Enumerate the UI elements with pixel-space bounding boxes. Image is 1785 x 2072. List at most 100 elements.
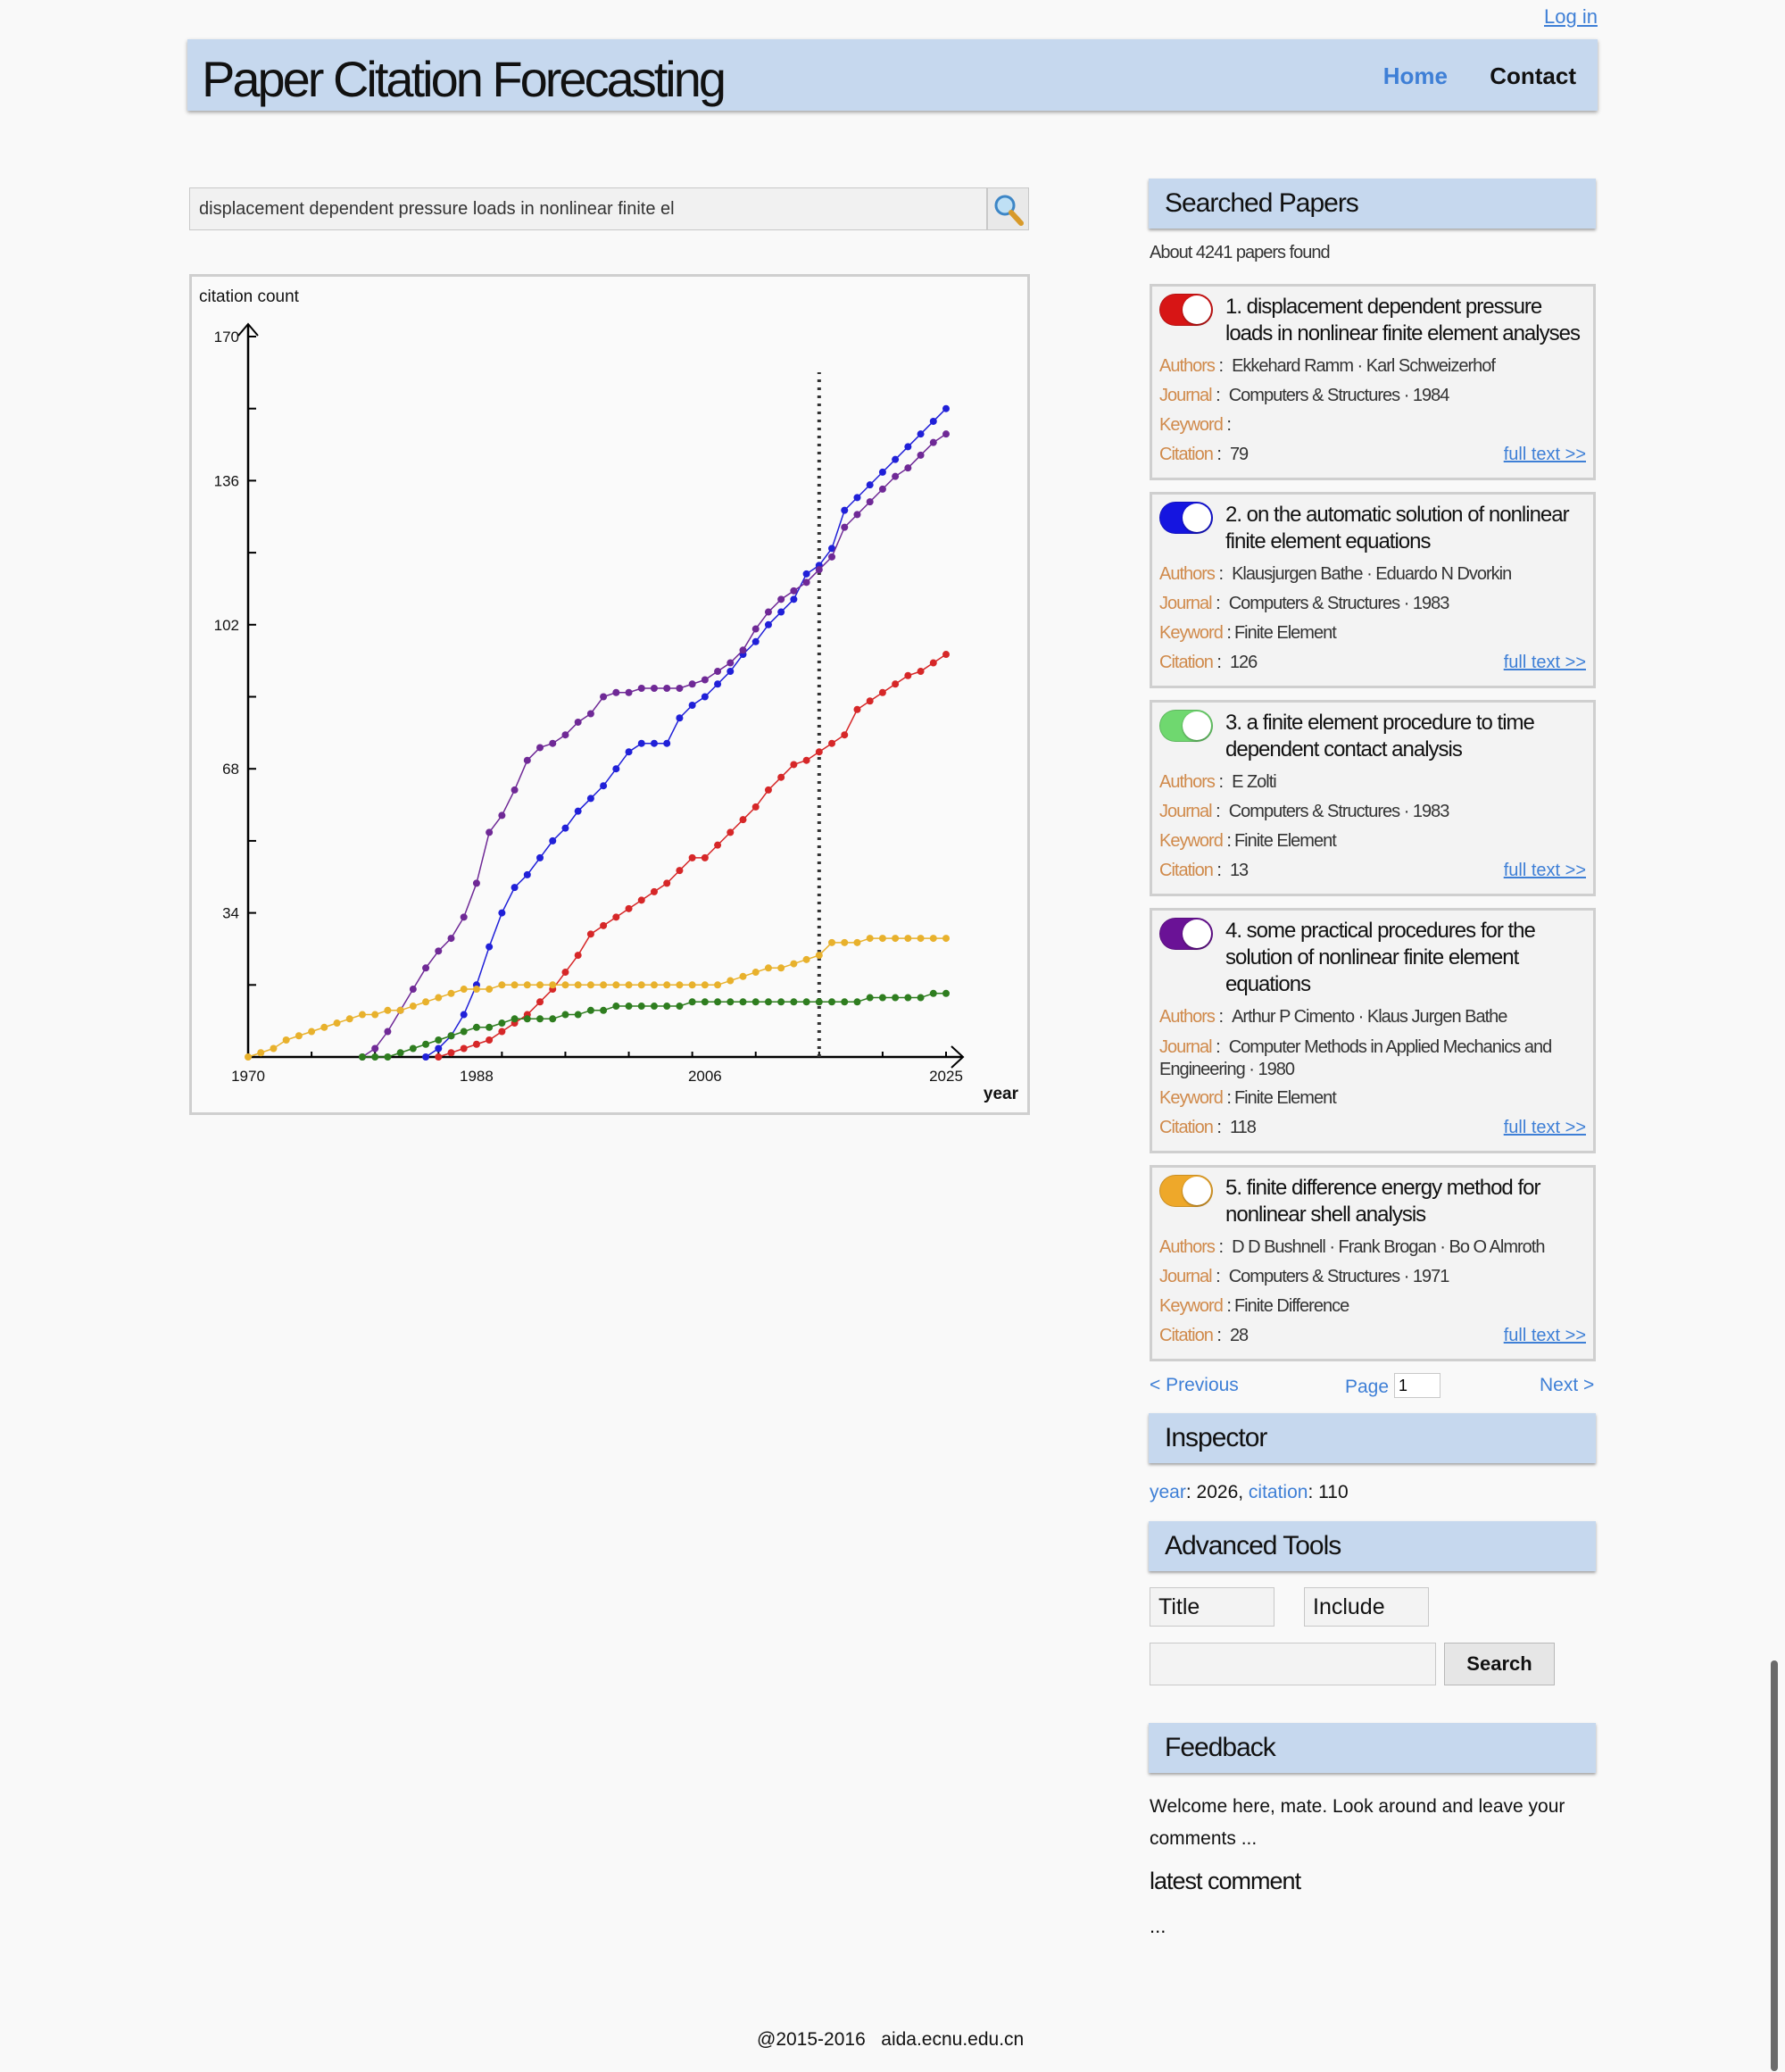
series-point — [586, 930, 594, 938]
copyright: @2015-2016 — [757, 2029, 866, 2050]
series-point — [676, 714, 684, 722]
full-text-link[interactable]: full text >> — [1503, 1118, 1586, 1137]
citation-chart[interactable]: 34 68 102 136 170 1970 1988 2006 2025 citation co… — [189, 274, 1030, 1115]
series-point — [841, 731, 849, 739]
series-point — [676, 1003, 684, 1011]
series-toggle[interactable] — [1159, 918, 1213, 950]
full-text-link[interactable]: full text >> — [1503, 861, 1586, 880]
series-point — [764, 786, 772, 794]
series-point — [561, 981, 569, 989]
next-page-link[interactable]: Next > — [1540, 1375, 1595, 1395]
nav-home[interactable]: Home — [1382, 62, 1448, 89]
series-point — [422, 964, 430, 972]
search-button[interactable] — [987, 187, 1029, 230]
inspector-heading: Inspector — [1149, 1413, 1596, 1463]
series-point — [523, 1015, 531, 1023]
series-point — [828, 545, 836, 553]
searched-papers-heading: Searched Papers — [1149, 179, 1596, 229]
paper-title[interactable]: 2. on the automatic solution of nonlinea… — [1225, 503, 1570, 553]
series-point — [892, 680, 900, 688]
series-point — [663, 685, 671, 693]
series-point — [574, 981, 582, 989]
series-point — [739, 646, 747, 654]
advanced-search-button[interactable]: Search — [1444, 1643, 1555, 1685]
paper-citation: Citation :118 — [1159, 1118, 1257, 1137]
series-point — [929, 935, 937, 943]
series-point — [841, 506, 849, 514]
page-label: Page — [1345, 1377, 1390, 1397]
previous-page-link[interactable]: < Previous — [1150, 1375, 1239, 1395]
x-tick-label: 1970 — [231, 1068, 265, 1085]
y-tick-label: 68 — [222, 761, 239, 778]
series-point — [676, 981, 684, 989]
series-point — [892, 472, 900, 480]
paper-title[interactable]: 1. displacement dependent pressure loads… — [1225, 295, 1581, 345]
series-point — [511, 786, 519, 794]
series-point — [536, 853, 544, 861]
search-input[interactable] — [189, 187, 987, 230]
paper-journal: Journal : Computers & Structures · 1983 — [1159, 802, 1449, 821]
series-point — [841, 938, 849, 946]
x-axis-label: year — [984, 1085, 1019, 1103]
series-point — [714, 680, 722, 688]
series-point — [853, 938, 861, 946]
series-point — [574, 1011, 582, 1019]
series-point — [726, 977, 735, 985]
advanced-search-input[interactable] — [1150, 1643, 1436, 1685]
series-point — [472, 1023, 480, 1031]
series-point — [676, 867, 684, 875]
paper-title[interactable]: 3. a finite element procedure to time de… — [1225, 711, 1535, 761]
full-text-link[interactable]: full text >> — [1503, 445, 1586, 464]
nav-contact[interactable]: Contact — [1490, 62, 1576, 89]
series-point — [802, 570, 810, 578]
series-point — [637, 981, 645, 989]
series-point — [523, 870, 531, 878]
series-point — [422, 1053, 430, 1061]
series-point — [904, 443, 912, 451]
series-point — [688, 701, 696, 709]
paper-title[interactable]: 4. some practical procedures for the sol… — [1225, 919, 1536, 996]
series-point — [815, 952, 823, 960]
paper-keyword: Keyword : Finite Difference — [1159, 1296, 1349, 1316]
series-point — [892, 935, 900, 943]
paper-keyword: Keyword : Finite Element — [1159, 623, 1337, 643]
full-text-link[interactable]: full text >> — [1503, 653, 1586, 672]
series-point — [536, 744, 544, 752]
series-point — [320, 1023, 328, 1031]
paper-title[interactable]: 5. finite difference energy method for n… — [1225, 1176, 1540, 1227]
series-point — [714, 998, 722, 1006]
page-number-input[interactable] — [1394, 1373, 1440, 1398]
series-point — [498, 909, 506, 917]
series-point — [866, 498, 874, 506]
series-toggle[interactable] — [1159, 294, 1213, 326]
page-scrollbar[interactable] — [1771, 1660, 1778, 2071]
citation-chart-svg[interactable]: 34 68 102 136 170 1970 1988 2006 2025 citation co… — [192, 277, 1027, 1112]
series-line-1 — [425, 408, 947, 1058]
mode-select[interactable]: Include — [1304, 1587, 1429, 1627]
series-toggle[interactable] — [1159, 710, 1213, 742]
series-point — [637, 1003, 645, 1011]
series-toggle[interactable] — [1159, 502, 1213, 534]
feedback-text: Welcome here, mate. Look around and leav… — [1150, 1796, 1565, 1849]
full-text-link[interactable]: full text >> — [1503, 1326, 1586, 1345]
series-point — [561, 824, 569, 832]
series-point — [764, 998, 772, 1006]
magnifier-icon — [994, 195, 1024, 226]
series-point — [600, 782, 608, 790]
series-point — [726, 668, 735, 676]
series-point — [409, 1044, 417, 1053]
paper-citation: Citation :79 — [1159, 445, 1249, 464]
login-link[interactable]: Log in — [1544, 5, 1598, 28]
series-toggle[interactable] — [1159, 1175, 1213, 1207]
series-point — [663, 1003, 671, 1011]
series-point — [917, 430, 925, 438]
field-select[interactable]: Title — [1150, 1587, 1274, 1627]
series-point — [486, 1023, 494, 1031]
series-point — [295, 1032, 303, 1040]
series-point — [435, 1036, 443, 1044]
series-point — [688, 853, 696, 861]
series-point — [561, 1011, 569, 1019]
series-point — [422, 998, 430, 1006]
series-point — [498, 811, 506, 820]
series-point — [650, 739, 658, 747]
